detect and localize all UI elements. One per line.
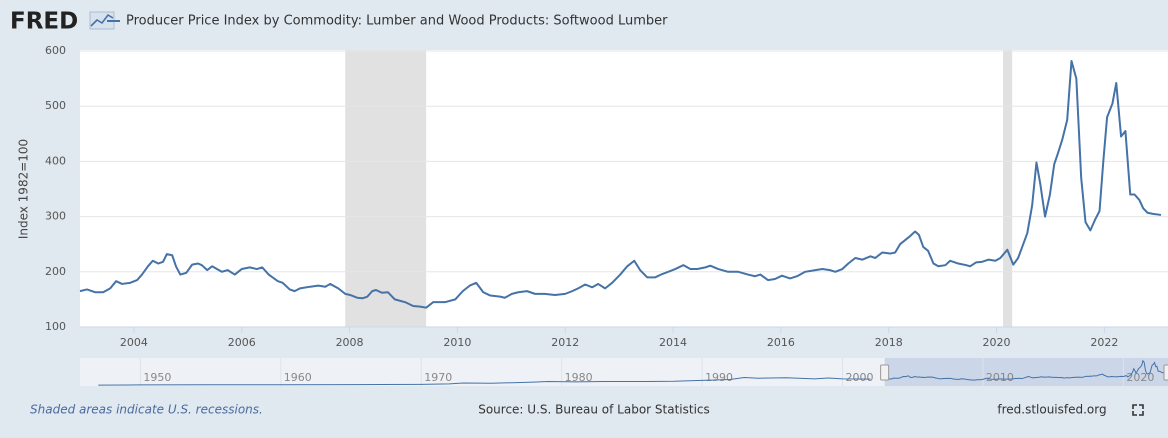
navigator-tick-label: 1990 (705, 371, 733, 384)
navigator-selection (884, 358, 1168, 386)
site-link[interactable]: fred.stlouisfed.org (997, 403, 1106, 417)
x-tick-label: 2006 (228, 336, 256, 349)
legend-label: Producer Price Index by Commodity: Lumbe… (126, 14, 668, 29)
x-tick-label: 2018 (875, 336, 903, 349)
recession-band (1003, 50, 1013, 327)
logo: FRED (10, 9, 78, 35)
y-tick-label: 500 (45, 99, 66, 112)
navigator-tick-label: 2000 (845, 371, 873, 384)
x-tick-label: 2012 (551, 336, 579, 349)
x-tick-label: 2022 (1090, 336, 1118, 349)
y-tick-label: 400 (45, 154, 66, 167)
plot-area (80, 50, 1168, 327)
navigator-handle[interactable] (1163, 364, 1168, 381)
navigator-handle[interactable] (880, 364, 890, 381)
navigator-tick-label: 2010 (986, 371, 1014, 384)
fullscreen-button[interactable] (1132, 404, 1144, 416)
navigator-tick-label: 1960 (284, 371, 312, 384)
x-tick-label: 2020 (983, 336, 1011, 349)
recession-band (345, 50, 427, 327)
navigator-tick-label: 1950 (143, 371, 171, 384)
navigator-line (884, 359, 1167, 381)
y-tick-label: 100 (45, 320, 66, 333)
navigator-line (98, 377, 871, 386)
source: Source: U.S. Bureau of Labor Statistics (478, 403, 710, 417)
footnote: Shaded areas indicate U.S. recessions. (30, 403, 263, 417)
x-tick-label: 2008 (336, 336, 364, 349)
x-tick-label: 2014 (659, 336, 687, 349)
data-line (79, 59, 1162, 309)
y-tick-label: 600 (45, 44, 66, 57)
y-tick-label: 300 (45, 210, 66, 223)
y-tick-label: 200 (45, 265, 66, 278)
x-tick-label: 2004 (120, 336, 148, 349)
x-tick-label: 2010 (443, 336, 471, 349)
navigator-tick-label: 1970 (424, 371, 452, 384)
x-tick-label: 2016 (767, 336, 795, 349)
navigator-tick-label: 1980 (565, 371, 593, 384)
y-axis-label: Index 1982=100 (17, 139, 31, 239)
